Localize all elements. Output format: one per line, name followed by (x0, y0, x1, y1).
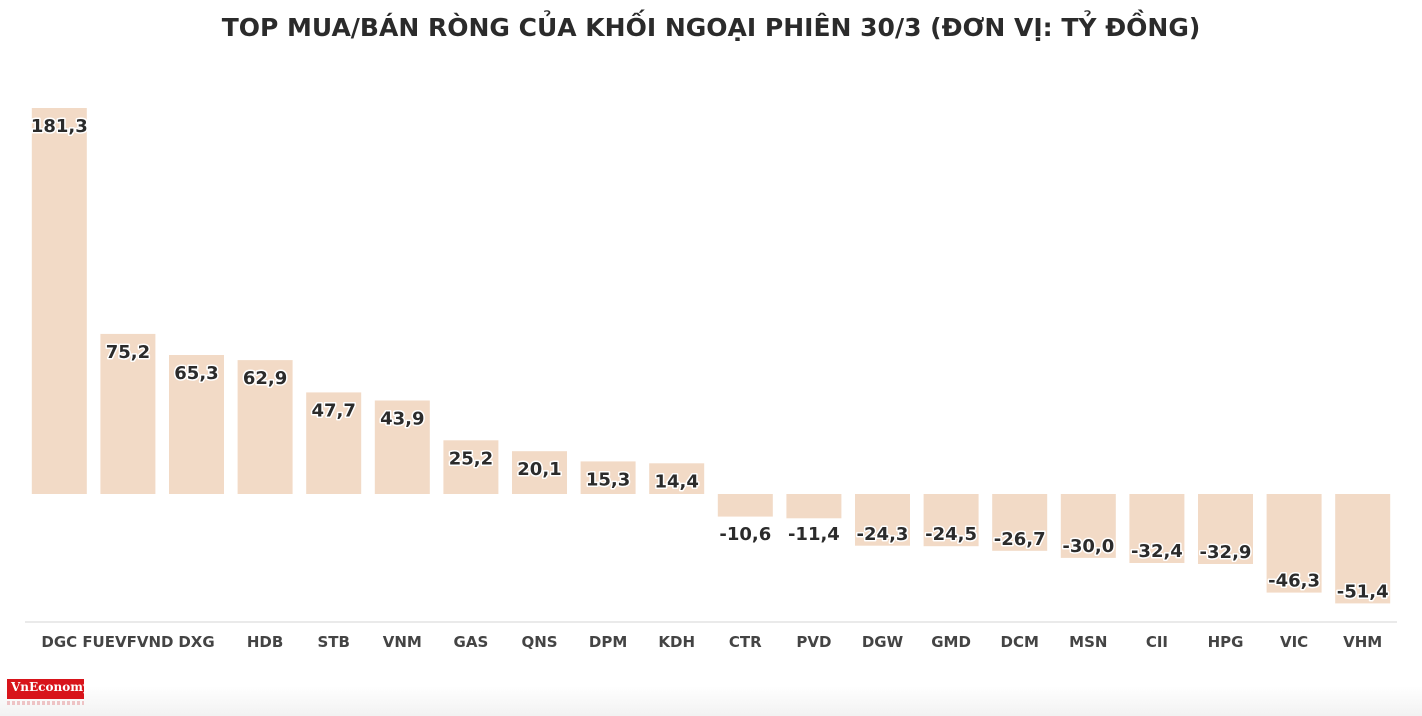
bar-gmd (923, 494, 979, 547)
bar-qns (512, 451, 567, 494)
value-label-gas: 25,2 (449, 448, 493, 469)
value-label-vic: -46,3 (1268, 571, 1320, 592)
tick-label-vnm: VNM (383, 633, 422, 651)
bar-hpg (1198, 494, 1253, 564)
value-label-dgw: -24,3 (857, 524, 909, 545)
bar-fuevfvnd (100, 333, 156, 494)
chart-title: TOP MUA/BÁN RÒNG CỦA KHỐI NGOẠI PHIÊN 30… (221, 13, 1201, 42)
tick-label-ctr: CTR (729, 633, 762, 651)
tick-label-dxg: DXG (178, 633, 214, 651)
bar-dpm (580, 461, 636, 494)
tick-label-stb: STB (317, 633, 349, 651)
vneconomy-logo: VnEconomy (7, 679, 90, 699)
tick-label-qns: QNS (521, 633, 557, 651)
bar-gas (443, 440, 499, 494)
value-label-msn: -30,0 (1062, 536, 1114, 557)
tick-label-gas: GAS (454, 633, 489, 651)
bar-vic (1266, 494, 1322, 593)
tick-label-vic: VIC (1280, 633, 1308, 651)
tick-label-gmd: GMD (931, 633, 971, 651)
tick-label-dgw: DGW (862, 633, 904, 651)
tick-label-kdh: KDH (658, 633, 695, 651)
value-label-hpg: -32,9 (1200, 542, 1252, 563)
value-label-hdb: 62,9 (243, 368, 287, 389)
value-label-cii: -32,4 (1131, 541, 1183, 562)
bar-msn (1060, 494, 1116, 558)
tick-label-fuevfvnd: FUEVFVND (82, 633, 173, 651)
logo-tagline (7, 701, 84, 705)
bar-dgc (31, 108, 87, 494)
tick-label-pvd: PVD (796, 633, 831, 651)
tick-label-dgc: DGC (41, 633, 77, 651)
tick-label-msn: MSN (1069, 633, 1107, 651)
bar-kdh (649, 463, 705, 494)
value-label-dgc: 181,3 (31, 116, 88, 137)
bar-stb (306, 392, 362, 494)
bar-dcm (992, 494, 1048, 551)
bar-vnm (374, 400, 430, 494)
value-label-vhm: -51,4 (1337, 581, 1389, 602)
value-label-stb: 47,7 (311, 400, 355, 421)
tick-label-dcm: DCM (1001, 633, 1039, 651)
value-label-dcm: -26,7 (994, 529, 1046, 550)
value-label-gmd: -24,5 (925, 524, 977, 545)
value-label-pvd: -11,4 (788, 524, 840, 545)
tick-label-cii: CII (1146, 633, 1168, 651)
value-label-dxg: 65,3 (174, 363, 218, 384)
bar-dxg (169, 355, 224, 494)
bar-dgw (855, 494, 910, 546)
value-label-ctr: -10,6 (719, 524, 771, 545)
bar-vhm (1335, 494, 1391, 604)
tick-label-dpm: DPM (589, 633, 627, 651)
value-label-fuevfvnd: 75,2 (106, 342, 150, 363)
bar-cii (1129, 494, 1185, 563)
bar-ctr (717, 494, 773, 517)
value-label-dpm: 15,3 (586, 469, 630, 490)
tick-label-vhm: VHM (1343, 633, 1382, 651)
tick-label-hpg: HPG (1208, 633, 1244, 651)
bar-hdb (237, 360, 293, 494)
value-label-qns: 20,1 (517, 459, 561, 480)
value-label-kdh: 14,4 (654, 471, 698, 492)
footer-band (0, 686, 1422, 716)
value-label-vnm: 43,9 (380, 409, 424, 430)
tick-label-hdb: HDB (247, 633, 283, 651)
bar-pvd (786, 494, 842, 519)
